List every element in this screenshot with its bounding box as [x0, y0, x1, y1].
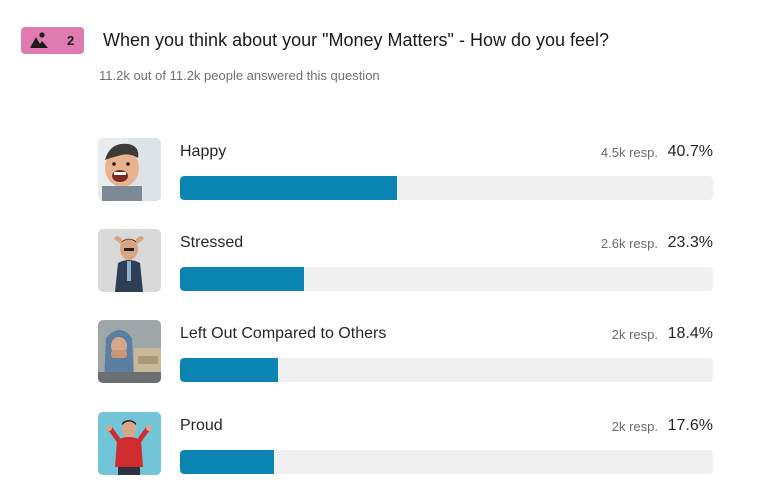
response-count: 4.5k resp.	[600, 145, 658, 160]
answer-option-happy[interactable]: Happy 4.5k resp. 40.7%	[98, 138, 718, 204]
answered-count: 11.2k out of 11.2k people answered this …	[99, 68, 380, 83]
sad-hooded-person-photo	[98, 320, 161, 383]
response-count: 2.6k resp.	[600, 236, 658, 251]
result-bar-fill	[180, 267, 305, 291]
option-label: Proud	[180, 417, 223, 434]
result-bar-track	[180, 176, 713, 200]
option-label: Happy	[180, 143, 227, 160]
result-bar-fill	[180, 450, 274, 474]
response-percent: 18.4%	[667, 325, 713, 342]
option-label: Stressed	[180, 234, 244, 251]
answer-option-left-out[interactable]: Left Out Compared to Others 2k resp. 18.…	[98, 320, 718, 386]
result-bar-track	[180, 267, 713, 291]
result-bar-track	[180, 450, 713, 474]
stressed-man-photo	[98, 229, 161, 292]
response-percent: 17.6%	[667, 417, 713, 434]
image-icon	[30, 32, 48, 48]
response-percent: 40.7%	[667, 143, 713, 160]
response-count: 2k resp.	[611, 419, 658, 434]
result-bar-fill	[180, 176, 397, 200]
proud-man-photo	[98, 412, 161, 475]
option-label: Left Out Compared to Others	[180, 325, 387, 342]
result-bar-track	[180, 358, 713, 382]
question-badge: 2	[21, 27, 84, 54]
response-percent: 23.3%	[667, 234, 713, 251]
question-title: When you think about your "Money Matters…	[103, 30, 610, 50]
answer-option-proud[interactable]: Proud 2k resp. 17.6%	[98, 412, 718, 478]
happy-child-photo	[98, 138, 161, 201]
answer-option-stressed[interactable]: Stressed 2.6k resp. 23.3%	[98, 229, 718, 295]
question-number: 2	[67, 33, 75, 48]
response-count: 2k resp.	[611, 327, 658, 342]
result-bar-fill	[180, 358, 279, 382]
